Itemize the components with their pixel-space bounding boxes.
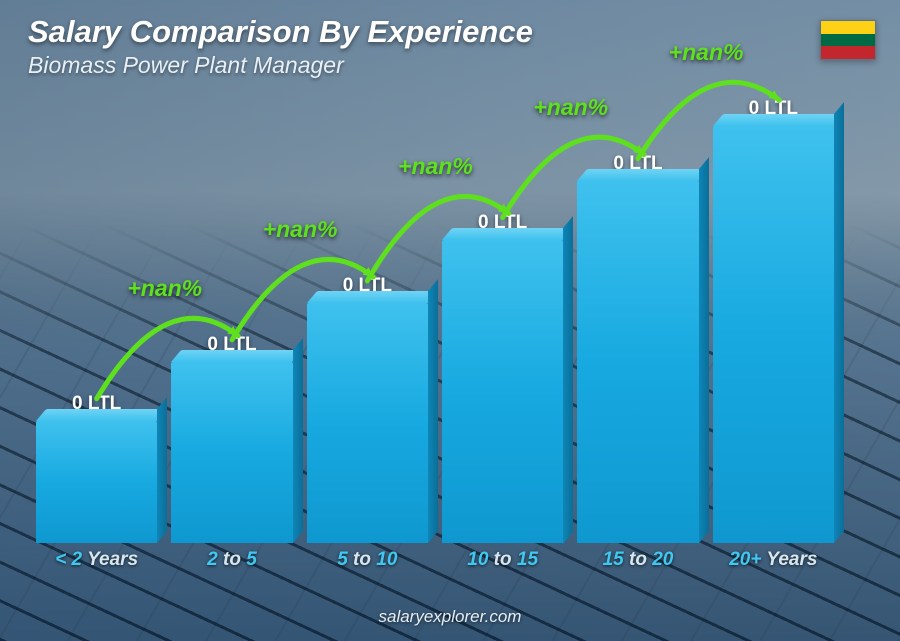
footer-credit: salaryexplorer.com <box>0 607 900 627</box>
flag-stripe-red <box>821 46 875 59</box>
title-block: Salary Comparison By Experience Biomass … <box>28 14 533 79</box>
country-flag-lithuania <box>820 20 876 60</box>
page-subtitle: Biomass Power Plant Manager <box>28 52 533 79</box>
growth-arc <box>30 90 840 571</box>
flag-stripe-green <box>821 34 875 47</box>
page-title: Salary Comparison By Experience <box>28 14 533 50</box>
flag-stripe-yellow <box>821 21 875 34</box>
infographic-container: Salary Comparison By Experience Biomass … <box>0 0 900 641</box>
growth-arc-label: +nan% <box>669 39 744 66</box>
chart-area: 0 LTL0 LTL0 LTL0 LTL0 LTL0 LTL < 2 Years… <box>30 90 840 571</box>
